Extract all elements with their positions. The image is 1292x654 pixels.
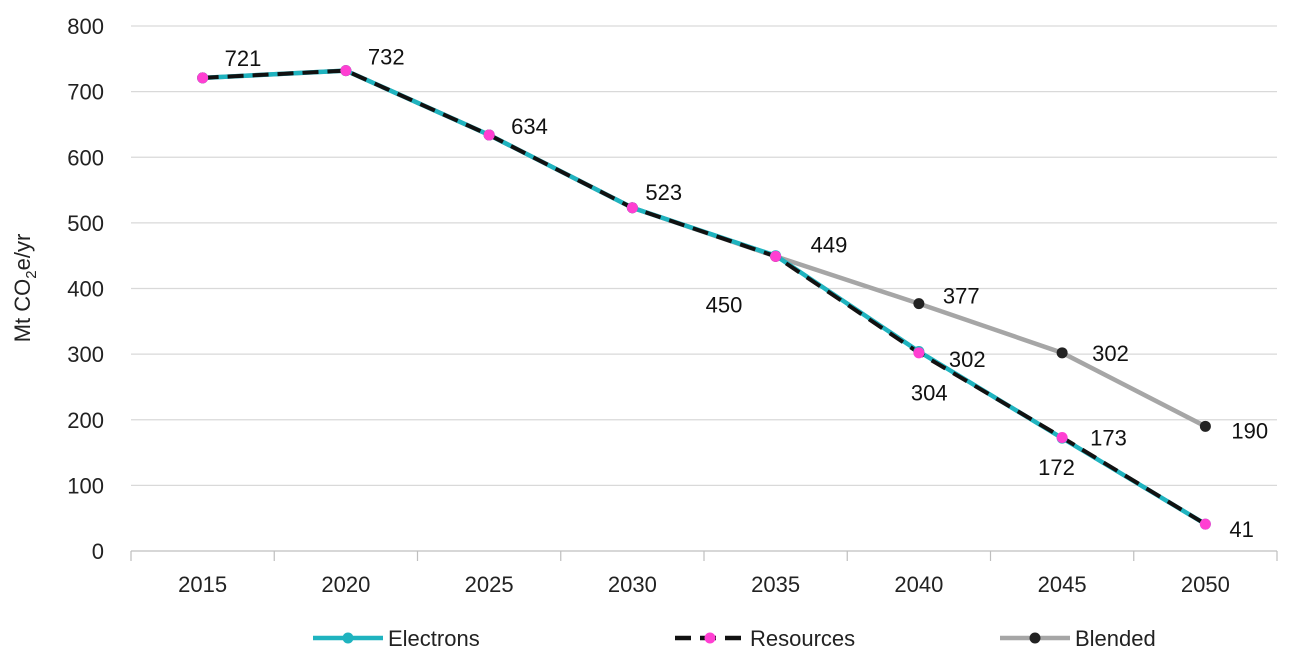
data-label-electrons: 172: [1038, 455, 1075, 480]
y-tick-labels: 0 100 200 300 400 500 600 700 800: [67, 14, 104, 564]
gridlines: [130, 25, 1278, 561]
x-tick-label: 2040: [894, 572, 943, 597]
y-tick-label: 0: [92, 539, 104, 564]
data-label-blended: 302: [1092, 341, 1129, 366]
legend-marker-resources: [704, 632, 716, 644]
data-label-blended: 449: [811, 232, 848, 257]
y-tick-label: 700: [67, 80, 104, 105]
legend-marker-blended: [1029, 632, 1041, 644]
series-line-blended: [202, 68, 1207, 429]
point-resources: [197, 72, 209, 84]
point-resources: [913, 347, 925, 359]
point-blended: [1199, 420, 1211, 432]
point-resources: [483, 129, 495, 141]
point-blended: [1056, 347, 1068, 359]
x-tick-label: 2020: [321, 572, 370, 597]
y-tick-label: 200: [67, 408, 104, 433]
data-label-blended: 634: [511, 114, 548, 139]
data-label-blended: 523: [645, 180, 682, 205]
x-tick-label: 2050: [1181, 572, 1230, 597]
legend-marker-electrons: [342, 632, 354, 644]
y-tick-label: 800: [67, 14, 104, 39]
x-tick-label: 2025: [465, 572, 514, 597]
x-tick-label: 2015: [178, 572, 227, 597]
data-label-blended: 721: [225, 46, 262, 71]
x-tick-label: 2030: [608, 572, 657, 597]
x-tick-labels: 2015 2020 2025 2030 2035 2040 2045 2050: [178, 572, 1230, 597]
y-tick-label: 600: [67, 145, 104, 170]
point-blended: [913, 298, 925, 310]
y-tick-label: 400: [67, 277, 104, 302]
data-label-electrons: 450: [706, 293, 743, 318]
point-resources: [340, 65, 352, 77]
point-resources: [626, 202, 638, 214]
data-label-resources: 41: [1229, 517, 1253, 542]
data-label-resources: 302: [949, 347, 986, 372]
y-tick-label: 500: [67, 211, 104, 236]
point-resources: [770, 250, 782, 262]
y-axis-title: Mt CO2e/yr: [10, 234, 40, 343]
data-label-blended: 190: [1231, 418, 1268, 443]
y-tick-label: 100: [67, 473, 104, 498]
x-tick-label: 2035: [751, 572, 800, 597]
legend: Electrons Resources Blended: [313, 626, 1156, 651]
y-tick-label: 300: [67, 342, 104, 367]
data-labels: 450 304 172 302 173 41 721 732 634 523 449 377 302 19…: [225, 45, 1268, 542]
series-line-resources: [202, 68, 1207, 526]
data-label-blended: 732: [368, 45, 405, 70]
legend-label-resources: Resources: [750, 626, 855, 651]
data-label-blended: 377: [943, 284, 980, 309]
series-lines: [197, 65, 1211, 530]
legend-label-electrons: Electrons: [388, 626, 480, 651]
x-tick-label: 2045: [1038, 572, 1087, 597]
data-label-electrons: 304: [911, 381, 948, 406]
point-resources: [1199, 518, 1211, 530]
legend-label-blended: Blended: [1075, 626, 1156, 651]
data-label-resources: 173: [1090, 425, 1127, 450]
point-resources: [1056, 431, 1068, 443]
